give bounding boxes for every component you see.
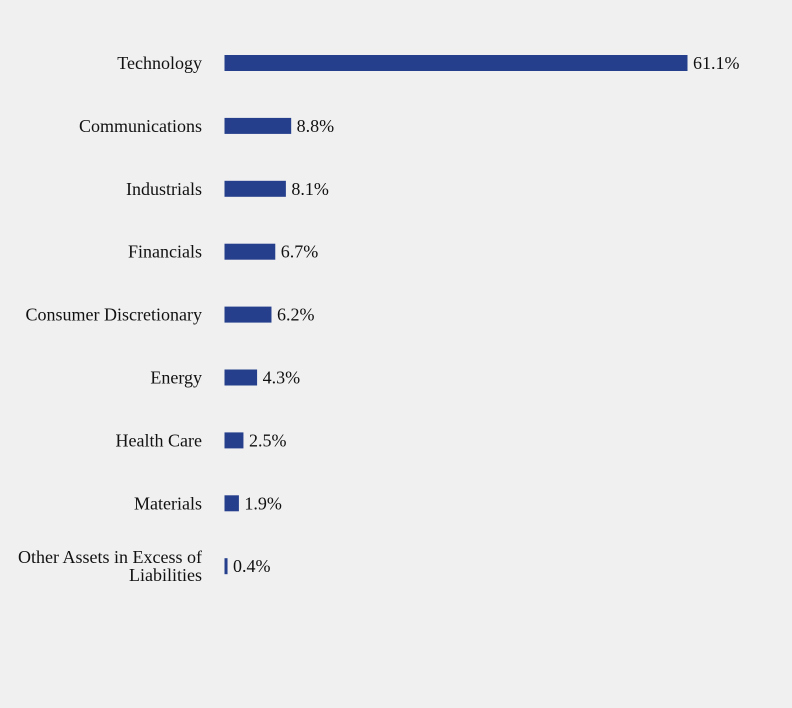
category-label-0: Technology [117, 53, 202, 73]
bar-8 [224, 558, 228, 575]
value-label-2: 8.1% [291, 179, 329, 199]
bar-5 [224, 369, 258, 386]
bar-0 [224, 55, 688, 71]
bar-7 [224, 495, 239, 512]
value-label-3: 6.7% [281, 242, 319, 262]
category-label-2: Industrials [126, 179, 202, 199]
category-label-1: Communications [79, 116, 202, 136]
value-label-8: 0.4% [233, 556, 271, 576]
category-label-6: Health Care [116, 430, 202, 450]
value-label-5: 4.3% [263, 368, 301, 388]
chart-bars: 61.1% Technology 8.8% Communications 8.1% Ind… [18, 53, 739, 585]
bar-3 [224, 243, 276, 260]
category-label-line: Liabilities [129, 565, 202, 585]
value-label-6: 2.5% [249, 430, 286, 450]
category-label-7: Materials [134, 493, 202, 513]
category-label-4: Consumer Discretionary [26, 305, 202, 325]
category-label-5: Energy [150, 368, 202, 388]
category-label-8: Other Assets in Excess of Liabilities [18, 547, 202, 585]
bar-2 [224, 180, 286, 197]
bar-6 [224, 432, 244, 449]
category-label-line: Other Assets in Excess of [18, 547, 202, 567]
value-label-4: 6.2% [277, 305, 315, 325]
category-label-3: Financials [128, 242, 202, 262]
value-label-7: 1.9% [244, 493, 282, 513]
value-label-0: 61.1% [693, 53, 740, 73]
value-label-1: 8.8% [297, 116, 335, 136]
bar-1 [224, 117, 292, 134]
bar-4 [224, 306, 272, 323]
